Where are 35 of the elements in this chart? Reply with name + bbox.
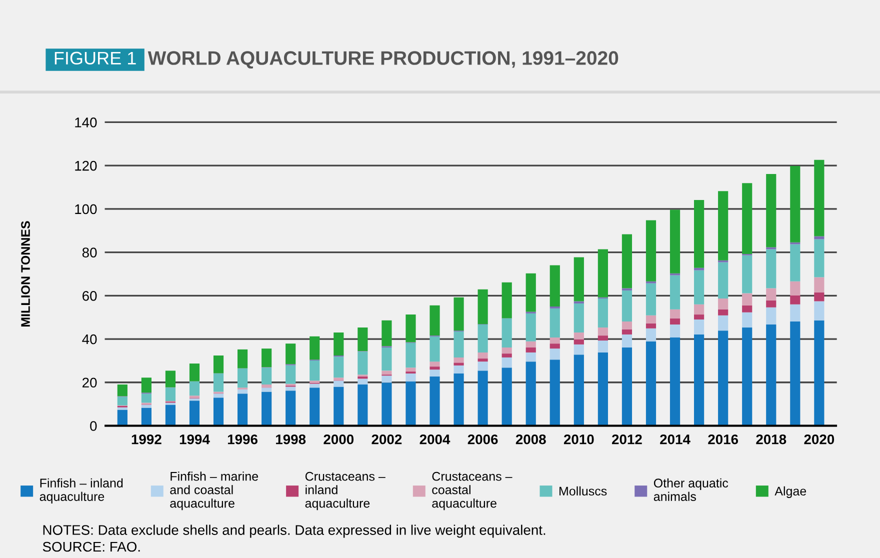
y-tick-label: 20 <box>82 378 97 388</box>
x-tick-label: 2018 <box>756 434 786 444</box>
y-tick-label: 120 <box>75 160 97 171</box>
x-tick-label: 2002 <box>372 434 402 444</box>
y-tick-label: 100 <box>75 204 97 214</box>
legend-label: Finfish – inland aquaculture <box>40 478 123 504</box>
x-tick-label: 2006 <box>468 434 498 444</box>
x-tick-label: 1994 <box>180 434 210 444</box>
x-tick-label: 2008 <box>516 434 546 444</box>
x-tick-label: 2014 <box>660 434 690 444</box>
source-note: SOURCE: FAO. <box>42 542 140 552</box>
y-tick-label: 80 <box>82 248 97 258</box>
chart-subtitle: FIGURE 1 <box>54 52 136 65</box>
x-tick-label: 2010 <box>564 434 594 444</box>
y-tick-label: 60 <box>82 290 97 301</box>
y-tick-label: 140 <box>75 118 97 128</box>
x-tick-label: 1992 <box>132 434 162 444</box>
y-axis-title: MILLION TONNES <box>21 221 30 326</box>
y-tick-label: 40 <box>82 334 97 344</box>
x-tick-label: 2020 <box>804 434 834 444</box>
x-tick-label: 2000 <box>324 434 354 444</box>
y-tick-label: 0 <box>90 421 97 431</box>
legend-label: Crustaceans – inland aquaculture <box>305 472 386 510</box>
legend-label: Other aquatic animals <box>654 478 728 501</box>
x-tick-label: 2004 <box>420 434 450 444</box>
x-tick-label: 2012 <box>612 434 642 444</box>
legend-label: Algae <box>774 486 806 498</box>
chart-title: WORLD AQUACULTURE PRODUCTION, 1991–2020 <box>148 51 618 69</box>
x-tick-label: 1998 <box>276 434 306 444</box>
legend-label: Molluscs <box>560 486 607 496</box>
legend-label: Crustaceans – coastal aquaculture <box>432 472 512 510</box>
x-tick-label: 1996 <box>228 434 258 444</box>
text: NOTES: Data exclude shells and pearls. Data expressed in live weight equivalent. <box>43 524 546 538</box>
x-tick-label: 2016 <box>708 434 738 444</box>
legend-label: Finfish – marine and coastal aquaculture <box>170 472 258 510</box>
